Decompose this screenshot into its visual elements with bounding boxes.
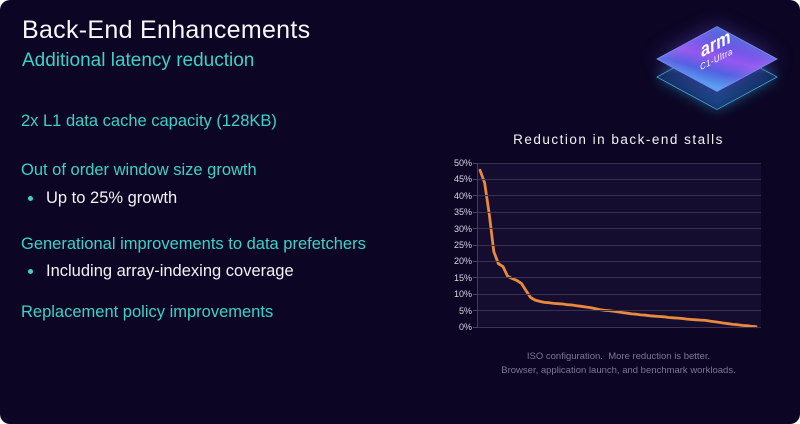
y-axis-tick <box>473 195 478 197</box>
chart-footnote: ISO configuration. More reduction is bet… <box>462 350 775 377</box>
chart-line <box>478 168 758 329</box>
y-tick-label: 25% <box>453 240 472 250</box>
chart-canvas <box>478 168 758 329</box>
chart-plot <box>473 162 761 329</box>
sub-bullet-growth: Up to 25% growth <box>28 189 177 208</box>
gridline <box>478 228 761 230</box>
point-prefetchers: Generational improvements to data prefet… <box>21 235 366 253</box>
y-axis-tick <box>473 211 478 213</box>
y-tick-label: 35% <box>453 207 472 218</box>
gridline <box>478 326 761 328</box>
gridline <box>478 178 761 180</box>
chart-y-labels: 0% 5% 10% 15% 20% 25% 30% 35% 40% 45% 50% <box>438 158 472 332</box>
y-axis-tick <box>473 277 478 279</box>
y-tick-label: 10% <box>453 289 472 300</box>
y-tick-label: 20% <box>453 256 472 267</box>
y-axis-tick <box>473 310 478 312</box>
bullet-icon <box>28 269 33 274</box>
y-tick-label: 45% <box>453 174 472 185</box>
y-axis-tick <box>473 178 478 180</box>
y-tick-label: 30% <box>453 223 472 234</box>
gridline <box>478 260 761 262</box>
y-axis-tick <box>473 260 478 262</box>
y-axis-tick <box>473 244 478 246</box>
y-axis-tick <box>473 228 478 230</box>
arm-chip-graphic: arm C1-Ultra <box>648 12 784 116</box>
chart-title: Reduction in back-end stalls <box>513 132 724 147</box>
sub-bullet-label: Up to 25% growth <box>46 189 178 207</box>
point-ooo-window: Out of order window size growth <box>21 161 257 179</box>
sub-bullet-label: Including array-indexing coverage <box>46 262 294 280</box>
y-tick-label: 0% <box>458 322 472 332</box>
point-l1-cache: 2x L1 data cache capacity (128KB) <box>21 112 277 130</box>
gridline <box>478 293 761 295</box>
gridline <box>478 195 761 197</box>
page-title: Back-End Enhancements <box>22 16 311 44</box>
gridline <box>478 277 761 279</box>
gridline <box>478 310 761 312</box>
point-replacement-policy: Replacement policy improvements <box>21 303 274 321</box>
y-tick-label: 50% <box>453 158 472 168</box>
sub-bullet-array-indexing: Including array-indexing coverage <box>28 262 294 281</box>
y-axis-tick <box>473 162 478 164</box>
footnote-line-2: Browser, application launch, and benchma… <box>501 364 736 376</box>
y-tick-label: 40% <box>453 190 472 201</box>
footnote-line-1: ISO configuration. More reduction is bet… <box>526 351 711 362</box>
gridline <box>478 211 761 213</box>
gridline <box>478 244 761 246</box>
y-axis-tick <box>473 326 478 328</box>
gridline <box>478 162 761 164</box>
y-axis-tick <box>473 293 478 295</box>
bullet-icon <box>28 196 33 201</box>
y-tick-label: 5% <box>458 305 472 316</box>
y-tick-label: 15% <box>453 272 472 283</box>
page-subtitle: Additional latency reduction <box>22 50 255 71</box>
